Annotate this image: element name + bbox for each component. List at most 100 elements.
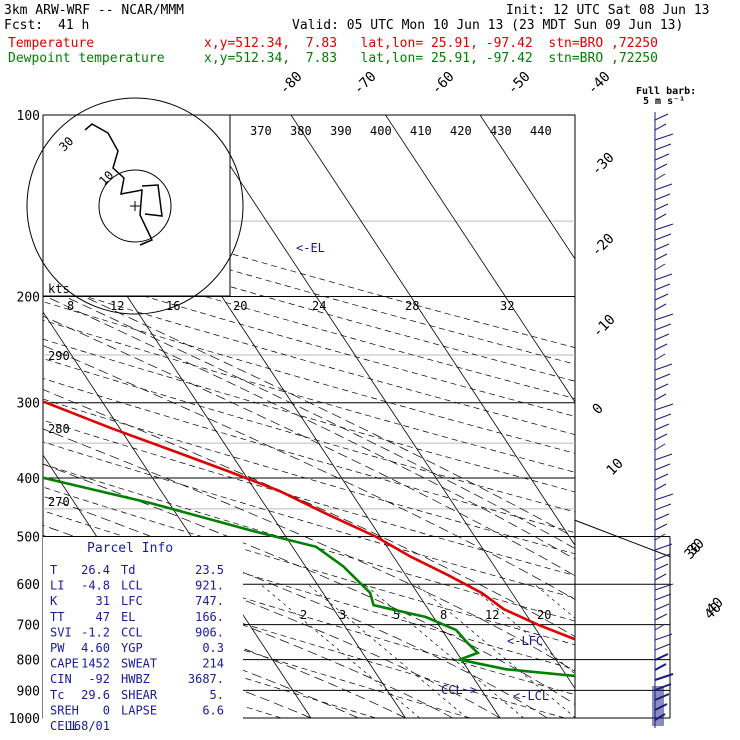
parcel-info-key: LCL — [121, 579, 143, 593]
wind-barb — [654, 423, 670, 431]
moist-adiabat-line — [43, 495, 548, 719]
wind-barb — [654, 483, 667, 491]
parcel-info-key: CIN — [50, 672, 72, 686]
pressure-tick-label: 800 — [17, 654, 40, 669]
moist-adiabat-line — [83, 296, 575, 539]
wind-barb — [654, 143, 672, 151]
moist-adiabat-line — [45, 296, 575, 560]
isotherm-label: -30 — [589, 150, 618, 179]
isotherm-line — [479, 115, 575, 260]
parcel-info-value: 23.5 — [195, 563, 224, 577]
wind-barb — [654, 443, 666, 451]
level-annotation: <-LFC — [507, 634, 543, 648]
parcel-info-value: 906. — [195, 625, 224, 639]
wind-barb — [654, 573, 667, 581]
wind-barb — [654, 553, 671, 561]
moist-adiabat-line — [43, 428, 575, 672]
parcel-info-value: 3687. — [188, 672, 224, 686]
pressure-tick-label: 300 — [17, 397, 40, 412]
wind-barb-cluster — [652, 686, 664, 726]
wind-barb — [654, 193, 671, 201]
wind-barb — [654, 493, 674, 501]
wind-barb — [654, 303, 667, 311]
temperature-trace — [43, 400, 575, 641]
parcel-info-key: TT — [50, 610, 64, 624]
parcel-info-key: T — [50, 563, 57, 577]
parcel-info-value: 1452 — [81, 657, 110, 671]
isotherm-line — [196, 115, 575, 690]
parcel-info-value: 31 — [96, 594, 110, 608]
parcel-info-value: -92 — [88, 672, 110, 686]
isotherm-label: -40 — [585, 69, 614, 98]
pressure-tick-label: 1000 — [9, 712, 40, 727]
parcel-info-key: Td — [121, 563, 135, 577]
level-annotation: <-EL — [296, 241, 325, 255]
pressure-tick-label: 200 — [17, 291, 40, 306]
pressure-tick-label: 100 — [17, 109, 40, 124]
parcel-info-key: SVI — [50, 625, 72, 639]
isotherm-line — [290, 115, 575, 546]
wind-barb — [654, 383, 669, 391]
wind-barb — [654, 433, 668, 441]
frame-diagonal-line — [574, 519, 671, 558]
mixing-ratio-label: 3 — [339, 608, 346, 622]
wind-barb — [654, 613, 668, 621]
parcel-info-key: SREH — [50, 703, 79, 717]
hodograph-speed-label: 8 — [67, 299, 74, 313]
mixing-ratio-label: 12 — [485, 608, 499, 622]
parcel-info-key: CCL — [121, 625, 143, 639]
wind-barb — [654, 353, 666, 361]
wind-barb — [654, 473, 669, 481]
dry-adiabat-line — [43, 265, 575, 417]
parcel-info-title: Parcel Info — [87, 541, 173, 556]
dry-adiabat-line — [43, 441, 575, 599]
moist-adiabat-line — [43, 389, 575, 638]
dry-adiabat-line — [43, 283, 575, 436]
wind-barb — [654, 273, 673, 281]
wind-barb — [654, 213, 667, 221]
wind-barb — [654, 583, 674, 591]
dry-adiabat-line — [43, 338, 575, 493]
hodograph-trace — [141, 184, 163, 217]
parcel-info-key: PW — [50, 641, 65, 655]
hodograph-speed-label: 12 — [110, 299, 124, 313]
dry-adiabat-line — [43, 586, 471, 719]
parcel-info-value: 5. — [210, 688, 224, 702]
hodograph-speed-label: 16 — [166, 299, 180, 313]
dry-adiabat-line — [43, 319, 575, 473]
parcel-info-value: 26.4 — [81, 563, 110, 577]
moist-adiabat-line — [43, 463, 575, 706]
isotherm-label: -70 — [351, 69, 380, 98]
parcel-info-value: 166. — [195, 610, 224, 624]
pressure-tick-label: 700 — [17, 619, 40, 634]
mixing-ratio-line — [364, 583, 524, 719]
wind-barb — [654, 343, 668, 351]
hodograph-ring — [98, 169, 172, 243]
pressure-tick-label: 900 — [17, 684, 40, 699]
parcel-info-value: 0.3 — [202, 641, 224, 655]
init-time: Init: 12 UTC Sat 08 Jun 13 — [506, 3, 710, 18]
wind-barb — [654, 133, 674, 141]
parcel-info-value: 6.6 — [202, 703, 224, 717]
mixing-ratio-label: 8 — [440, 608, 447, 622]
wind-barb — [654, 523, 668, 531]
wind-barb — [654, 263, 666, 271]
mixing-ratio-line — [307, 583, 468, 719]
hodograph-units: kts — [48, 282, 70, 296]
wind-barb — [654, 653, 669, 661]
mixing-ratio-line — [260, 583, 420, 719]
theta-label: 420 — [450, 124, 472, 138]
wind-barb — [654, 333, 670, 341]
theta-side-label: 280 — [48, 422, 70, 436]
wind-barb — [654, 323, 672, 331]
parcel-info-value: 0 — [103, 703, 110, 717]
forecast-label: Fcst: — [4, 18, 44, 33]
hodograph-trace — [84, 123, 154, 246]
wind-barb-note: Full barb: — [636, 86, 696, 97]
temperature-location: x,y=512.34, 7.83 lat,lon= 25.91, -97.42 … — [204, 36, 658, 51]
dewpoint-location: x,y=512.34, 7.83 lat,lon= 25.91, -97.42 … — [204, 51, 658, 66]
wind-barb — [654, 113, 669, 121]
theta-side-label: 270 — [48, 495, 70, 509]
parcel-info-key: SWEAT — [121, 657, 157, 671]
